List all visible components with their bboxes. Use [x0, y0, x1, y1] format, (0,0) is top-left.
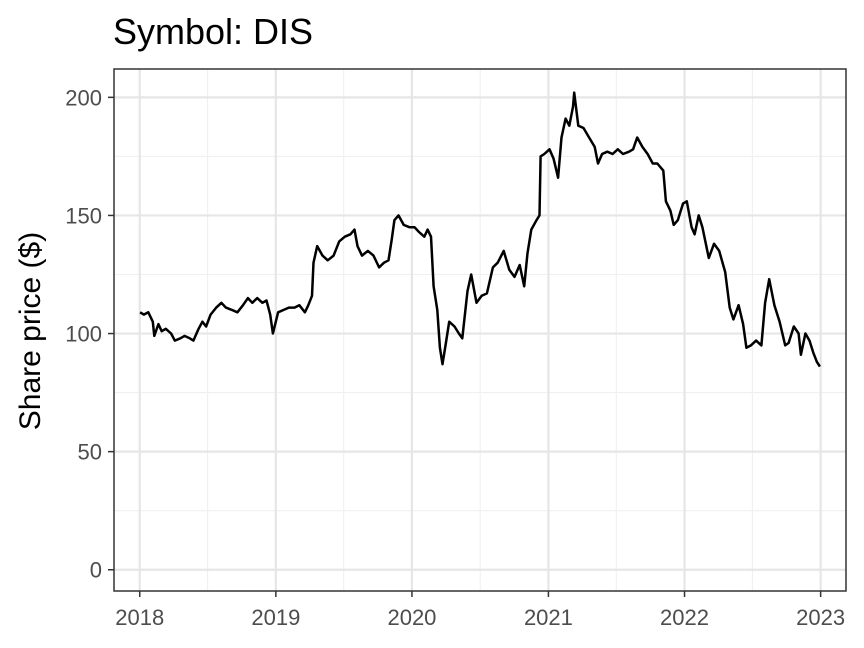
grid	[114, 69, 846, 591]
x-tick-label: 2020	[387, 605, 436, 630]
chart-title: Symbol: DIS	[113, 11, 313, 52]
x-tick-label: 2018	[115, 605, 164, 630]
y-tick-label: 50	[78, 440, 102, 465]
axes: 2018 2019 2020 2021 2022 2023 0 50 100 150 200	[65, 85, 845, 630]
y-tick-label: 100	[65, 322, 102, 347]
y-tick-label: 200	[65, 85, 102, 110]
plot-panel	[113, 68, 847, 592]
y-tick-label: 0	[90, 558, 102, 583]
x-tick-label: 2022	[660, 605, 709, 630]
x-tick-label: 2019	[251, 605, 300, 630]
x-tick-label: 2021	[524, 605, 573, 630]
y-tick-label: 150	[65, 203, 102, 228]
y-axis-label: Share price ($)	[14, 232, 47, 430]
series-line	[139, 91, 821, 368]
x-tick-label: 2023	[796, 605, 845, 630]
